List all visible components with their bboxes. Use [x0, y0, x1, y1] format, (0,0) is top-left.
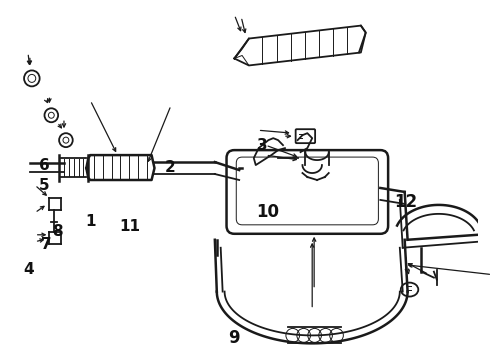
Text: 1: 1 — [85, 214, 96, 229]
Text: 2: 2 — [165, 160, 175, 175]
Text: 11: 11 — [119, 219, 140, 234]
Text: 4: 4 — [23, 262, 34, 277]
Text: 10: 10 — [256, 203, 279, 221]
Text: 8: 8 — [51, 225, 62, 239]
Text: 7: 7 — [41, 237, 51, 252]
Text: 12: 12 — [394, 193, 417, 211]
Text: 6: 6 — [39, 158, 50, 173]
Text: 5: 5 — [39, 178, 50, 193]
Text: 9: 9 — [229, 329, 240, 347]
Text: 3: 3 — [257, 139, 268, 153]
